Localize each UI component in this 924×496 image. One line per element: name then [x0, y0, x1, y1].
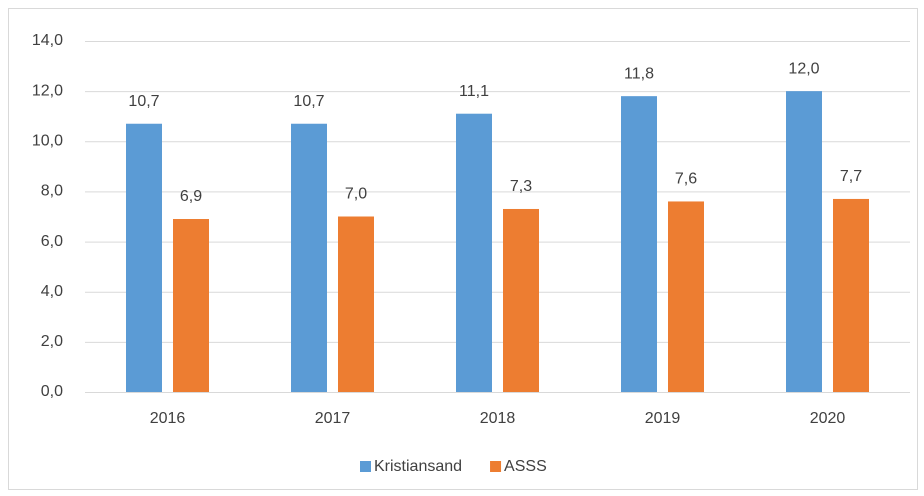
bar — [456, 113, 492, 392]
x-tick-label: 2016 — [150, 410, 186, 427]
data-label: 10,7 — [293, 93, 324, 110]
y-tick-label: 0,0 — [41, 383, 63, 400]
bar — [668, 201, 704, 392]
bar — [291, 123, 327, 392]
data-label: 10,7 — [128, 93, 159, 110]
data-label: 12,0 — [788, 60, 819, 77]
y-tick-label: 6,0 — [41, 233, 63, 250]
y-tick-label: 2,0 — [41, 333, 63, 350]
x-tick-label: 2020 — [810, 410, 846, 427]
y-tick-label: 10,0 — [32, 133, 63, 150]
x-tick-label: 2018 — [480, 410, 516, 427]
x-tick-label: 2019 — [645, 410, 681, 427]
data-label: 6,9 — [180, 188, 202, 205]
data-label: 7,3 — [510, 178, 532, 195]
bar — [503, 208, 539, 392]
x-tick-label: 2017 — [315, 410, 351, 427]
data-label: 11,1 — [459, 83, 489, 100]
bar — [338, 216, 374, 392]
data-label: 11,8 — [624, 65, 654, 82]
bar — [786, 91, 822, 393]
data-label: 7,0 — [345, 186, 367, 203]
data-label: 7,7 — [840, 168, 862, 185]
bar — [833, 198, 869, 392]
y-tick-label: 14,0 — [32, 32, 63, 49]
bar — [173, 219, 209, 392]
data-label: 7,6 — [675, 171, 697, 188]
legend-swatch — [490, 461, 502, 472]
legend-swatch — [360, 461, 371, 472]
bar — [126, 123, 162, 392]
y-tick-label: 4,0 — [41, 283, 63, 300]
y-tick-label: 12,0 — [32, 82, 63, 99]
y-tick-label: 8,0 — [41, 183, 63, 200]
legend-label: ASSS — [504, 458, 547, 475]
bar — [621, 96, 657, 393]
legend-label: Kristiansand — [374, 458, 462, 475]
